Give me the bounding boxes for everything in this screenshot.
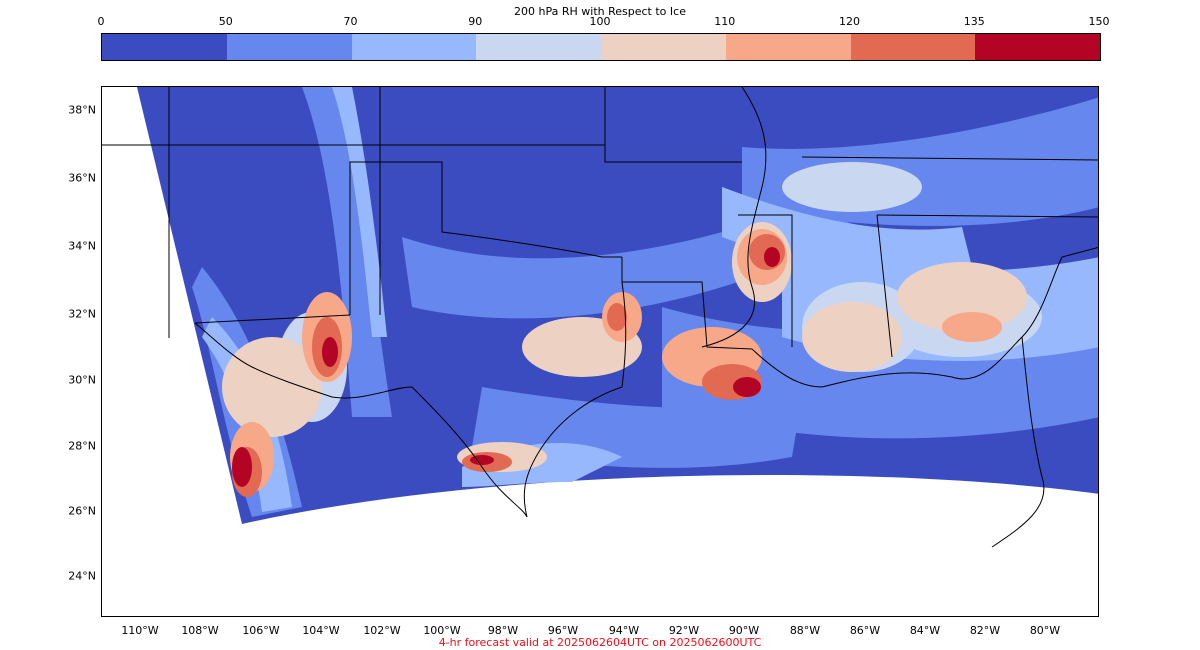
lon-label: 94°W (608, 624, 640, 637)
lon-label: 102°W (363, 624, 401, 637)
colorbar-tick: 90 (468, 15, 483, 28)
lon-label: 86°W (849, 624, 881, 637)
colorbar-segment (351, 34, 477, 60)
boundaries (102, 87, 1098, 548)
colorbar (101, 33, 1101, 61)
lon-label: 84°W (909, 624, 941, 637)
colorbar-tick: 70 (343, 15, 358, 28)
lat-label: 36°N (68, 171, 96, 185)
map-frame[interactable] (101, 86, 1099, 617)
lat-label: 38°N (68, 103, 96, 117)
colorbar-tick: 135 (963, 15, 985, 28)
colorbar-segment (975, 34, 1100, 60)
lat-label: 24°N (68, 569, 96, 583)
lon-label: 82°W (969, 624, 1001, 637)
forecast-valid-caption: 4-hr forecast valid at 2025062604UTC on … (438, 636, 762, 649)
lat-label: 30°N (68, 373, 96, 387)
colorbar-segment (226, 34, 352, 60)
rh-map[interactable] (102, 87, 1099, 617)
colorbar-segment (850, 34, 976, 60)
lat-label: 26°N (68, 504, 96, 518)
colorbar-tick: 150 (1088, 15, 1110, 28)
colorbar-segment (102, 34, 227, 60)
lon-label: 80°W (1029, 624, 1061, 637)
rh-field (192, 87, 1098, 517)
lon-label: 100°W (423, 624, 461, 637)
lon-label: 88°W (789, 624, 821, 637)
colorbar-tick: 110 (714, 15, 736, 28)
lat-label: 32°N (68, 307, 96, 321)
lon-label: 104°W (302, 624, 340, 637)
colorbar-tick: 120 (839, 15, 860, 28)
colorbar-segment (601, 34, 726, 60)
lon-label: 90°W (728, 624, 760, 637)
lon-label: 98°W (487, 624, 519, 637)
colorbar-ticks: 0 50 70 90 100 110 120 135 150 (97, 15, 1110, 33)
lon-label: 96°W (547, 624, 579, 637)
colorbar-tick: 50 (218, 15, 233, 28)
colorbar-title: 200 hPa RH with Respect to Ice (514, 5, 686, 18)
colorbar-segment (476, 34, 601, 60)
lon-label: 92°W (668, 624, 700, 637)
lon-label: 106°W (242, 624, 280, 637)
colorbar-tick: 100 (589, 15, 611, 28)
lon-label: 108°W (181, 624, 219, 637)
lon-label: 110°W (121, 624, 159, 637)
lat-label: 34°N (68, 239, 96, 253)
lat-label: 28°N (68, 439, 96, 453)
colorbar-tick: 0 (97, 15, 105, 28)
colorbar-segment (725, 34, 851, 60)
